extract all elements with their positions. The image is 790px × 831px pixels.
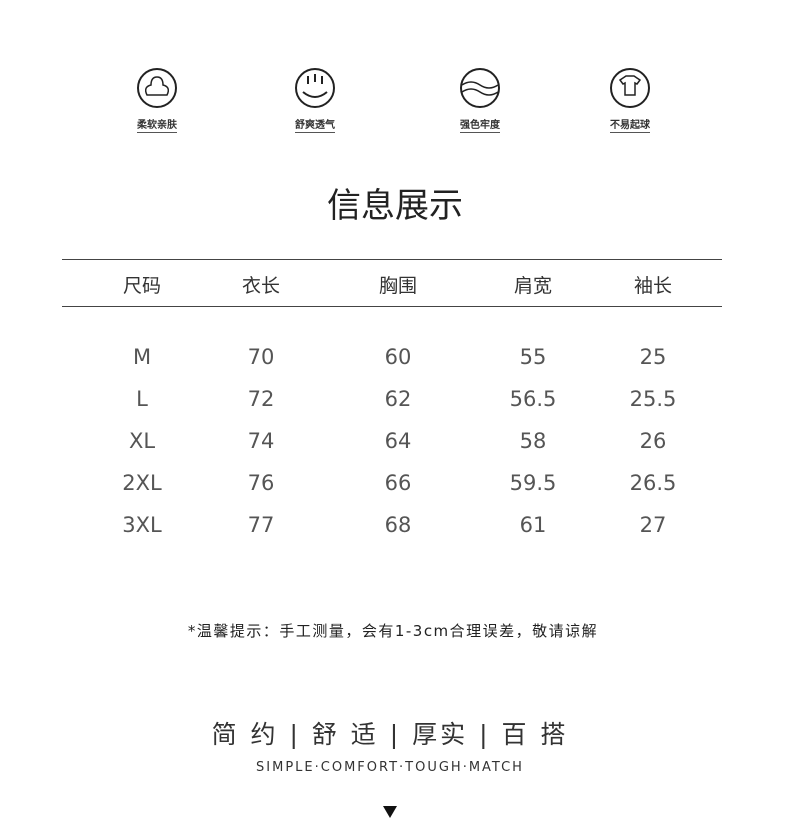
icon-breathable <box>295 68 335 108</box>
feature-label: 强色牢度 <box>460 116 500 133</box>
table-cell: 62 <box>384 387 412 411</box>
table-cell: 60 <box>384 345 412 369</box>
table-header-cell: 胸围 <box>378 275 418 297</box>
table-cell: 27 <box>639 513 667 537</box>
table-cell: 64 <box>384 429 412 453</box>
table-cell: XL <box>128 429 156 453</box>
table-cell: 66 <box>384 471 412 495</box>
table-header-cell: 肩宽 <box>513 275 553 297</box>
table-cell: M <box>132 345 152 369</box>
table-cell: L <box>136 387 148 411</box>
down-arrow <box>383 806 397 818</box>
table-cell: 56.5 <box>509 387 557 411</box>
table-cell: 59.5 <box>509 471 557 495</box>
table-cell: 26 <box>639 429 667 453</box>
slogan: 简 约 | 舒 适 | 厚实 | 百 搭 <box>211 720 569 749</box>
table-cell: 26.5 <box>629 471 677 495</box>
feature-label: 舒爽透气 <box>295 116 335 133</box>
table-header-line <box>62 306 722 307</box>
table-cell: 2XL <box>122 471 162 495</box>
table-cell: 68 <box>384 513 412 537</box>
feature-label: 不易起球 <box>610 116 650 133</box>
table-cell: 25.5 <box>629 387 677 411</box>
table-header-cell: 尺码 <box>122 275 162 297</box>
table-cell: 76 <box>247 471 275 495</box>
icon-pilling <box>610 68 650 108</box>
table-top-line <box>62 259 722 260</box>
table-header-cell: 袖长 <box>633 275 673 297</box>
icon-color <box>460 68 500 108</box>
size-note: *温馨提示：手工测量，会有1-3cm合理误差，敬请谅解 <box>187 622 599 640</box>
table-cell: 77 <box>247 513 275 537</box>
table-cell: 25 <box>639 345 667 369</box>
table-cell: 3XL <box>122 513 162 537</box>
section-title: 信息展示 <box>327 186 463 226</box>
table-header-cell: 衣长 <box>241 275 281 297</box>
table-cell: 74 <box>247 429 275 453</box>
feature-icons <box>137 68 650 108</box>
table-cell: 55 <box>519 345 547 369</box>
table-cell: 58 <box>519 429 547 453</box>
table-cell: 61 <box>519 513 547 537</box>
table-cell: 72 <box>247 387 275 411</box>
slogan-english: SIMPLE·COMFORT·TOUGH·MATCH <box>256 760 524 775</box>
icon-cotton <box>137 68 177 108</box>
feature-label: 柔软亲肤 <box>137 116 177 133</box>
table-cell: 70 <box>247 345 275 369</box>
